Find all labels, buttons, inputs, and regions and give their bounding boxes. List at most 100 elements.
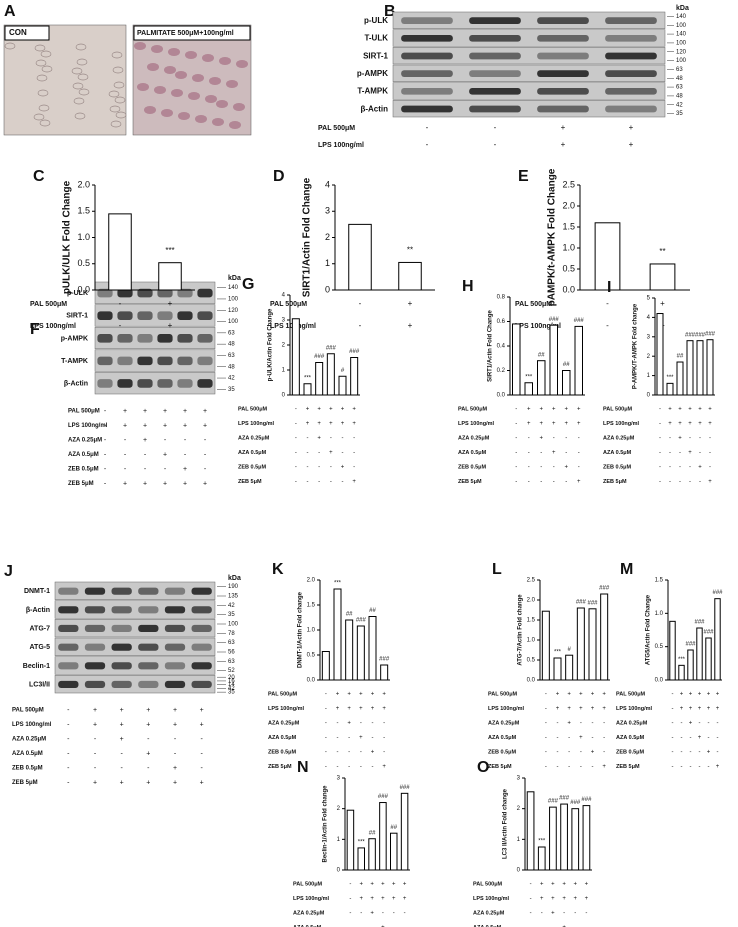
cell (71, 67, 83, 75)
condition-sign: - (528, 479, 530, 485)
bar (158, 262, 182, 291)
condition-sign: - (348, 735, 350, 741)
condition-sign: - (578, 450, 580, 456)
significance: ### (379, 657, 390, 663)
condition-sign: - (330, 436, 332, 442)
band (58, 606, 79, 614)
condition-sign: - (606, 299, 609, 308)
significance: *** (304, 375, 312, 381)
blot-strip (94, 304, 216, 327)
kda-marker: 48 (676, 93, 683, 99)
condition-label: AZA 0.5μM (458, 450, 487, 456)
condition-sign: + (143, 408, 147, 415)
condition-sign: - (349, 882, 351, 888)
condition-sign: + (540, 896, 544, 902)
y-tick-label: 1.0 (77, 232, 90, 242)
y-tick-label: 0.5 (527, 658, 536, 664)
significance: ** (659, 247, 665, 256)
band (537, 34, 589, 42)
condition-sign: - (67, 750, 70, 757)
kda-marker: 135 (228, 594, 239, 600)
condition-sign: + (93, 707, 97, 714)
condition-label: PAL 500μM (68, 409, 100, 415)
blot-strip (94, 326, 216, 350)
condition-sign: + (381, 925, 385, 927)
blot-row-label: p-ULK (364, 16, 388, 25)
condition-sign: - (426, 140, 429, 149)
kda-marker: 140 (676, 14, 687, 20)
band (401, 87, 453, 95)
condition-label: ZEB 5μM (458, 479, 482, 485)
condition-sign: - (553, 479, 555, 485)
kda-marker: 120 (228, 308, 239, 314)
condition-sign: + (120, 721, 124, 728)
band (197, 333, 213, 343)
kda-marker: 100 (228, 297, 239, 303)
condition-sign: - (541, 911, 543, 917)
condition-label: AZA 0.25μM (603, 435, 635, 441)
significance: ## (390, 825, 397, 831)
band (191, 624, 212, 633)
bar (706, 339, 714, 396)
condition-sign: - (174, 750, 177, 757)
band (469, 52, 521, 60)
condition-sign: + (551, 896, 555, 902)
condition-sign: - (578, 436, 580, 442)
band (137, 288, 153, 298)
condition-sign: - (67, 779, 70, 786)
condition-sign: - (307, 436, 309, 442)
y-tick-label: 2.0 (77, 179, 90, 189)
condition-sign: - (669, 436, 671, 442)
kda-marker: 140 (676, 32, 687, 38)
condition-sign: - (557, 750, 559, 756)
band (117, 356, 133, 366)
condition-label: PAL 500μM (12, 708, 44, 714)
cell (229, 121, 241, 129)
y-tick-label: 0.5 (307, 653, 316, 659)
condition-sign: - (295, 421, 297, 427)
condition-sign: + (306, 421, 310, 427)
bar (291, 318, 300, 396)
condition-label: ZEB 0.5μM (603, 464, 632, 470)
condition-sign: + (359, 882, 363, 888)
cell (34, 44, 46, 52)
y-tick-label: 0 (517, 868, 521, 874)
condition-sign: - (515, 407, 517, 413)
bar (669, 620, 676, 681)
condition-sign: - (699, 450, 701, 456)
bar (524, 382, 533, 396)
condition-sign: - (699, 721, 701, 727)
condition-sign: - (359, 321, 362, 330)
condition-sign: + (352, 421, 356, 427)
y-tick-label: 3 (517, 776, 521, 782)
condition-sign: + (551, 911, 555, 917)
condition-sign: + (200, 721, 204, 728)
band (177, 311, 193, 320)
panel-label: H (462, 278, 474, 295)
condition-sign: - (708, 721, 710, 727)
condition-sign: - (295, 479, 297, 485)
condition-sign: - (104, 480, 107, 487)
condition-label: PAL 500μM (318, 125, 355, 132)
condition-sign: - (659, 450, 661, 456)
band (84, 587, 106, 595)
band (177, 356, 193, 366)
condition-sign: + (556, 706, 560, 712)
cell (76, 58, 88, 66)
condition-sign: - (592, 764, 594, 770)
condition-sign: + (146, 750, 150, 757)
condition-sign: - (325, 750, 327, 756)
condition-sign: - (383, 750, 385, 756)
condition-sign: + (716, 764, 720, 770)
band (164, 624, 186, 633)
condition-sign: - (382, 911, 384, 917)
cell (73, 97, 85, 105)
y-tick-label: 1.5 (562, 221, 575, 231)
condition-sign: - (318, 465, 320, 471)
y-tick-label: 4 (282, 293, 286, 299)
band (157, 311, 173, 320)
band (97, 356, 113, 366)
condition-sign: + (564, 407, 568, 413)
image-label-box (133, 25, 251, 41)
band (117, 379, 133, 388)
